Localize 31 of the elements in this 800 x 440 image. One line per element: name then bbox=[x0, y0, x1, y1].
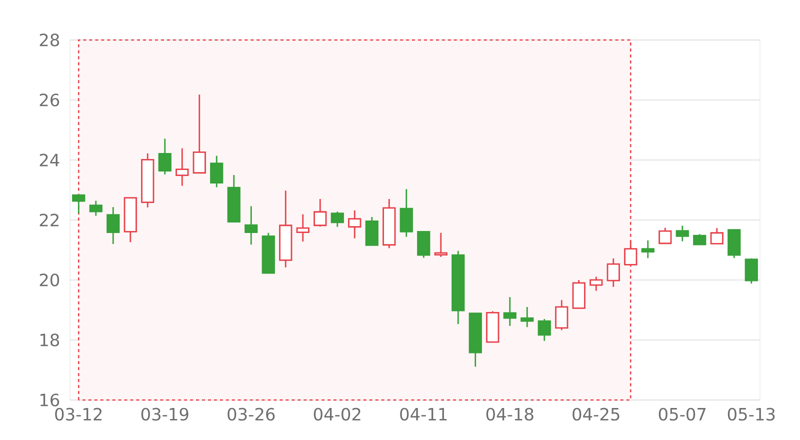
y-tick-label: 16 bbox=[40, 394, 60, 406]
x-tick-label: 05-07 bbox=[658, 408, 706, 421]
x-tick-label: 04-11 bbox=[400, 408, 447, 421]
candlestick bbox=[400, 188, 413, 238]
candlestick bbox=[244, 205, 258, 246]
y-tick-label: 18 bbox=[40, 334, 60, 346]
candlestick bbox=[176, 148, 189, 186]
candlestick bbox=[590, 276, 603, 292]
y-tick-label: 24 bbox=[40, 154, 60, 166]
candlestick bbox=[210, 155, 224, 188]
y-tick-label: 26 bbox=[40, 94, 60, 106]
candlestick bbox=[106, 206, 120, 245]
x-tick-label: 03-12 bbox=[55, 408, 102, 421]
y-tick-label: 20 bbox=[40, 274, 60, 286]
candlestick bbox=[676, 224, 689, 242]
y-tick-label: 28 bbox=[40, 34, 60, 46]
candlestick bbox=[348, 210, 362, 239]
x-tick-label: 04-25 bbox=[572, 408, 620, 421]
candlestick bbox=[296, 214, 310, 242]
candlestick bbox=[641, 240, 654, 259]
candlestick bbox=[158, 138, 172, 176]
x-tick-label: 04-02 bbox=[314, 408, 360, 421]
x-tick-label: 05-13 bbox=[728, 408, 775, 421]
candlestick bbox=[279, 190, 292, 268]
x-tick-label: 03-19 bbox=[141, 408, 188, 421]
candlestick bbox=[606, 258, 620, 288]
candlestick bbox=[503, 296, 516, 327]
candlestick bbox=[141, 152, 154, 208]
y-tick-label: 22 bbox=[40, 214, 58, 226]
x-tick-label: 04-18 bbox=[486, 408, 534, 421]
x-tick-label: 03-26 bbox=[228, 408, 275, 421]
